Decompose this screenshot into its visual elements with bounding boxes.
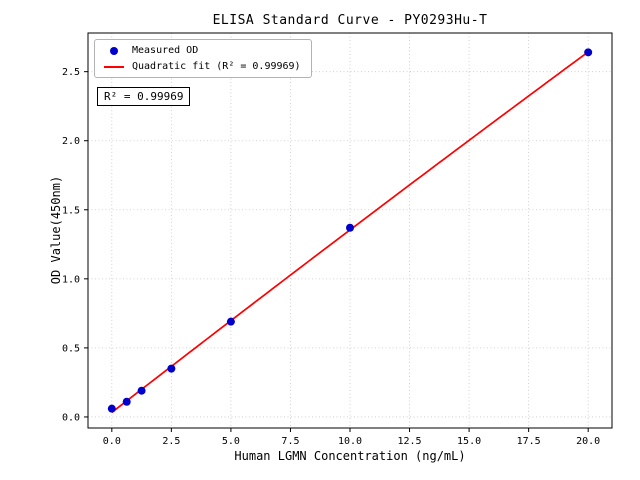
svg-text:17.5: 17.5: [517, 436, 541, 447]
legend-marker-cell: [103, 65, 125, 68]
y-axis-label: OD Value(450nm): [49, 175, 63, 285]
blue-dot-marker-icon: [110, 46, 118, 55]
svg-text:2.5: 2.5: [62, 67, 80, 78]
svg-text:20.0: 20.0: [576, 436, 600, 447]
red-line-marker-icon: [104, 65, 124, 68]
x-axis-label: Human LGMN Concentration (ng/mL): [234, 449, 466, 463]
legend-item-measured-od: Measured OD: [103, 45, 301, 56]
r-squared-annotation: R² = 0.99969: [97, 87, 191, 106]
svg-text:1.5: 1.5: [62, 205, 80, 216]
legend-label-measured-od: Measured OD: [132, 45, 199, 56]
svg-text:0.0: 0.0: [62, 412, 80, 423]
chart-title: ELISA Standard Curve - PY0293Hu-T: [212, 13, 488, 28]
legend-label-quadratic-fit: Quadratic fit (R² = 0.99969): [132, 61, 301, 72]
svg-text:5.0: 5.0: [222, 436, 240, 447]
svg-text:2.0: 2.0: [62, 136, 80, 147]
svg-text:1.0: 1.0: [62, 274, 80, 285]
legend-item-quadratic-fit: Quadratic fit (R² = 0.99969): [103, 61, 301, 72]
svg-text:7.5: 7.5: [281, 436, 299, 447]
legend: Measured OD Quadratic fit (R² = 0.99969): [94, 39, 312, 78]
legend-marker-cell: [103, 46, 125, 55]
svg-text:12.5: 12.5: [397, 436, 421, 447]
svg-text:15.0: 15.0: [457, 436, 481, 447]
svg-text:2.5: 2.5: [162, 436, 180, 447]
svg-text:0.0: 0.0: [103, 436, 121, 447]
svg-text:10.0: 10.0: [338, 436, 362, 447]
svg-text:0.5: 0.5: [62, 343, 80, 354]
